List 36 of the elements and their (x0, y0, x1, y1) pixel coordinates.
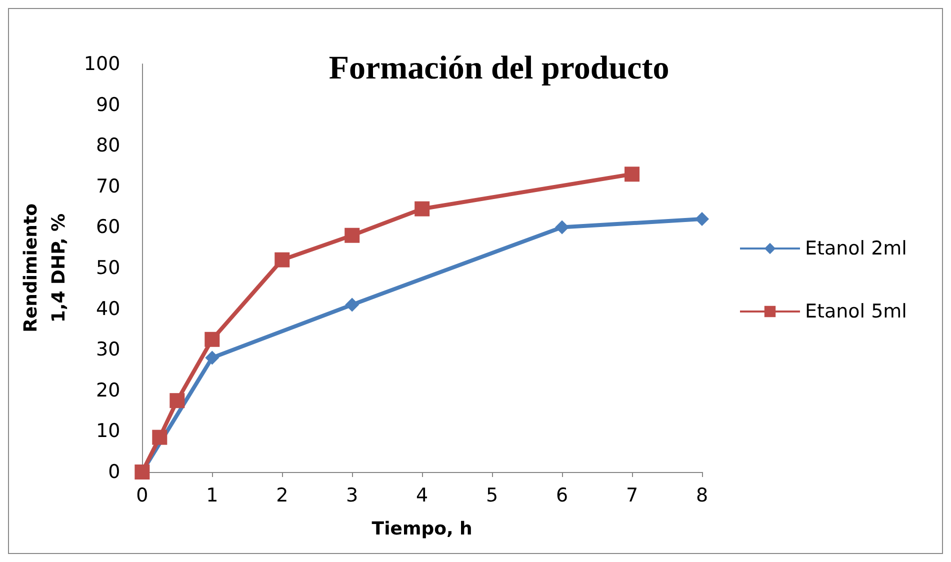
y-tick-label: 20 (96, 379, 120, 402)
x-tick-label: 2 (276, 484, 288, 506)
y-tick-label: 90 (96, 94, 120, 116)
legend-label: Etanol 2ml (805, 238, 907, 260)
x-tick-label: 5 (486, 484, 498, 506)
point (414, 201, 430, 216)
y-axis-title: Rendimiento 1,4 DHP, % (20, 204, 70, 332)
point (624, 166, 640, 182)
y-tick-label: 100 (84, 53, 120, 75)
x-tick-label: 3 (346, 484, 358, 506)
x-tick-label: 0 (136, 484, 148, 506)
point (555, 220, 570, 234)
point (344, 228, 360, 243)
x-axis-title: Tiempo, h (372, 518, 472, 540)
point (345, 298, 360, 312)
y-tick-label: 30 (96, 338, 120, 361)
y-tick-label: 60 (96, 216, 120, 238)
point (274, 252, 290, 268)
x-tick-label: 1 (206, 484, 218, 506)
y-tick-label: 0 (108, 461, 120, 483)
point (204, 332, 220, 347)
y-tick-label: 50 (96, 257, 120, 279)
chart-title: Formación del producto (328, 50, 670, 86)
x-tick-label: 8 (696, 484, 708, 506)
point (695, 212, 709, 226)
x-tick-label: 7 (626, 484, 638, 506)
x-tick-label: 6 (556, 484, 568, 506)
point (152, 430, 168, 445)
y-tick-label: 80 (96, 134, 120, 157)
x-tick-label: 4 (416, 484, 428, 506)
legend-label: Etanol 5ml (805, 300, 907, 322)
y-tick-label: 10 (96, 420, 120, 442)
y-tick-label: 40 (96, 298, 120, 320)
point (205, 350, 220, 365)
y-tick-label: 70 (96, 175, 120, 198)
point (170, 393, 185, 408)
